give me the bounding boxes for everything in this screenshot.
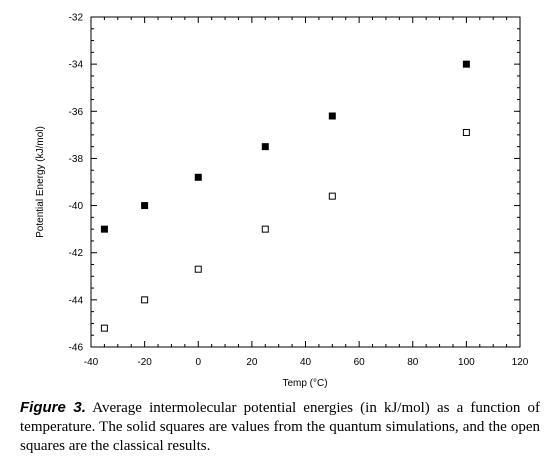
data-points xyxy=(100,60,470,332)
x-tick-label: 80 xyxy=(407,357,419,368)
x-tick-label: 120 xyxy=(512,357,529,368)
y-tick-label: -42 xyxy=(69,248,84,259)
y-tick-label: -46 xyxy=(69,343,84,354)
x-axis-title: Temp (°C) xyxy=(282,378,327,389)
y-tick-labels: -46 -44 -42 -40 -38 -36 -34 -32 xyxy=(69,13,84,354)
classical-data-point xyxy=(141,296,149,304)
caption-label: Figure 3. xyxy=(20,399,86,416)
x-tick-label: 60 xyxy=(354,357,366,368)
classical-data-point xyxy=(328,192,336,200)
x-tick-label: -20 xyxy=(137,357,152,368)
x-tick-label: 100 xyxy=(458,357,475,368)
quantum-data-point xyxy=(328,112,336,120)
classical-data-point xyxy=(261,225,269,233)
classical-data-point xyxy=(194,265,202,273)
y-tick-label: -34 xyxy=(69,60,84,71)
x-tick-labels: -40 -20 0 20 40 60 80 100 120 xyxy=(84,357,529,368)
y-tick-label: -32 xyxy=(69,13,84,24)
x-tick-label: 40 xyxy=(300,357,312,368)
axis-ticks xyxy=(90,16,521,348)
x-tick-label: 20 xyxy=(246,357,258,368)
classical-data-point xyxy=(462,129,470,136)
x-tick-label: 0 xyxy=(195,357,201,368)
plot-frame xyxy=(90,16,521,348)
quantum-data-point xyxy=(261,143,269,151)
y-tick-label: -36 xyxy=(69,107,84,118)
figure-caption: Figure 3. Average intermolecular potenti… xyxy=(20,398,540,456)
y-tick-label: -44 xyxy=(69,295,84,306)
y-tick-label: -38 xyxy=(69,154,84,165)
y-tick-label: -40 xyxy=(69,201,84,212)
quantum-data-point xyxy=(462,60,470,68)
quantum-data-point xyxy=(100,225,108,233)
x-tick-label: -40 xyxy=(84,357,99,368)
y-axis-title: Potential Energy (kJ/mol) xyxy=(35,126,46,238)
caption-text: Average intermolecular potential energie… xyxy=(20,400,541,454)
scatter-chart: -40 -20 0 20 40 60 80 100 120 -46 -44 -42 -40 -38 -36… xyxy=(35,13,529,390)
quantum-data-point xyxy=(141,202,149,210)
classical-data-point xyxy=(100,324,108,332)
quantum-data-point xyxy=(194,173,202,181)
